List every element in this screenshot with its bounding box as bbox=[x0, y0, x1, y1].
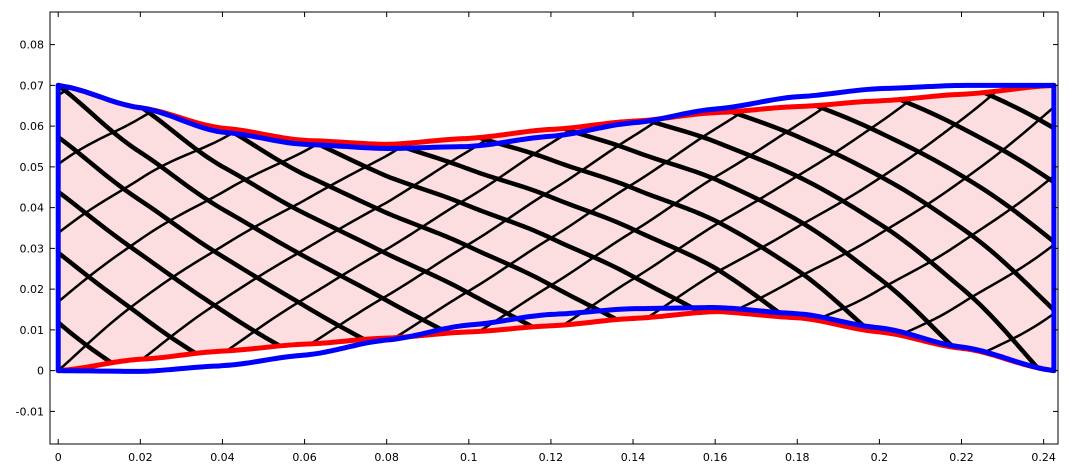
y-tick-label: 0.01 bbox=[20, 324, 45, 337]
mesh-line-thin bbox=[310, 117, 661, 345]
mesh-line-thick bbox=[58, 256, 113, 365]
mesh-line-thin bbox=[562, 97, 914, 327]
region-fill bbox=[58, 85, 1054, 371]
mesh-line-thin bbox=[815, 109, 1054, 322]
axes: 0 0.02 0.04 0.06 0.08 0.1 0.12 0.14 0.16 0.18 0.2 0… bbox=[16, 12, 1058, 464]
red-top-boundary bbox=[55, 82, 1057, 147]
mesh-line-thin bbox=[58, 139, 324, 366]
mesh-line-thick bbox=[478, 135, 871, 333]
hatch-mesh bbox=[58, 85, 1054, 371]
mesh-line-thick bbox=[141, 106, 534, 329]
mesh-line-thin bbox=[58, 128, 240, 300]
x-tick-label: 0.12 bbox=[539, 451, 564, 464]
y-tick-label: 0.03 bbox=[20, 242, 45, 255]
mesh-line-thin bbox=[478, 103, 829, 333]
x-tick-label: 0.1 bbox=[460, 451, 478, 464]
mesh-line-thick bbox=[309, 138, 702, 315]
mesh-line-thick bbox=[58, 194, 197, 356]
mesh-line-thick bbox=[225, 126, 618, 322]
mesh-line-thin bbox=[983, 247, 1054, 354]
x-tick-label: 0.18 bbox=[785, 451, 810, 464]
mesh-line-thick bbox=[58, 85, 450, 336]
mesh-line-thin bbox=[58, 142, 408, 371]
x-tick-label: 0.04 bbox=[210, 451, 235, 464]
mesh-line-thick bbox=[983, 90, 1054, 181]
mesh-line-thick bbox=[899, 97, 1054, 238]
mesh-line-thin bbox=[899, 180, 1054, 337]
y-tick-label: 0.07 bbox=[20, 79, 45, 92]
mesh-line-thick bbox=[814, 103, 1054, 305]
x-tick-label: 0.14 bbox=[621, 451, 646, 464]
blue-top-boundary bbox=[55, 82, 1057, 151]
x-tick-label: 0.2 bbox=[871, 451, 889, 464]
mesh-line-thick bbox=[394, 141, 787, 319]
mesh-line-thick bbox=[730, 109, 1054, 371]
mesh-line-thin bbox=[141, 135, 493, 361]
y-tick-label: 0.04 bbox=[20, 202, 45, 215]
y-tick-label: 0 bbox=[37, 365, 44, 378]
y-tick-label: 0.06 bbox=[20, 120, 45, 133]
mesh-line-thin bbox=[394, 109, 745, 339]
y-tick-label: -0.01 bbox=[16, 405, 44, 418]
mesh-line-thick bbox=[646, 118, 1040, 370]
x-tick-label: 0.06 bbox=[292, 451, 317, 464]
mesh-line-thin bbox=[646, 90, 998, 319]
y-tick-label: 0.05 bbox=[20, 161, 45, 174]
red-bottom-boundary bbox=[55, 309, 1057, 374]
x-tick-label: 0.08 bbox=[374, 451, 399, 464]
filled-region bbox=[58, 85, 1054, 371]
mesh-line-thin bbox=[731, 85, 1054, 314]
x-tick-label: 0.02 bbox=[128, 451, 153, 464]
mesh-line-thick bbox=[58, 142, 282, 348]
x-tick-label: 0.22 bbox=[949, 451, 974, 464]
x-tick-label: 0 bbox=[55, 451, 62, 464]
y-tick-label: 0.08 bbox=[20, 39, 45, 52]
mesh-line-thin bbox=[58, 109, 156, 228]
y-tick-label: 0.02 bbox=[20, 283, 45, 296]
mesh-line-thick bbox=[562, 126, 955, 349]
blue-bottom-boundary bbox=[55, 305, 1057, 374]
mesh-line-thin bbox=[225, 126, 577, 352]
x-tick-label: 0.24 bbox=[1031, 451, 1056, 464]
series-layer bbox=[55, 82, 1057, 374]
x-tick-label: 0.16 bbox=[703, 451, 728, 464]
